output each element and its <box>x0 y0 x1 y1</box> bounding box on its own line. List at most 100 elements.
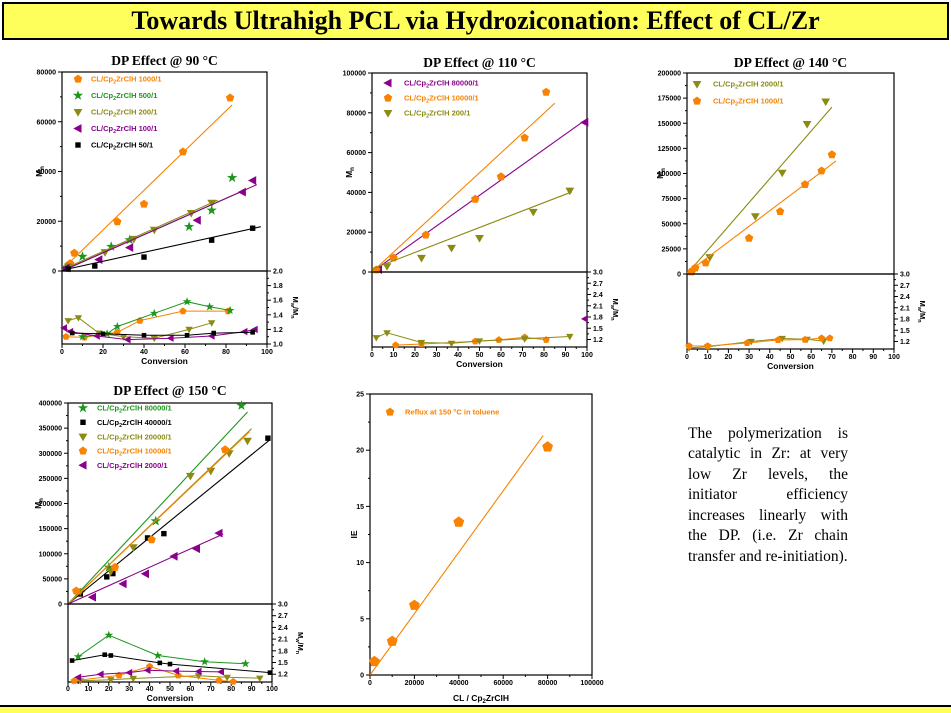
marker-star <box>149 308 159 318</box>
marker-tri-left <box>194 667 202 676</box>
chart-svg-dp110: 0 20000 40000 60000 80000 100000 DP Effect @ 1… <box>343 55 620 369</box>
marker-tri-left <box>250 325 258 334</box>
marker-square <box>69 330 75 336</box>
x-tick-label: 70 <box>828 354 836 361</box>
y2-axis-label: Mw/Mn <box>609 298 620 320</box>
marker-tri-down <box>520 336 529 343</box>
marker-tri-down <box>223 674 231 682</box>
y-tick-label: 150000 <box>658 121 681 128</box>
fit-line <box>61 184 257 272</box>
marker-star <box>236 400 247 410</box>
marker-tri-left <box>87 592 96 602</box>
fit-line <box>371 102 556 273</box>
marker-tri-left <box>580 315 588 323</box>
y-tick-label: 250000 <box>39 476 62 483</box>
y2-tick-label: 1.5 <box>593 326 603 333</box>
marker-tri-left <box>237 187 246 197</box>
y2-tick-label: 1.8 <box>593 315 603 322</box>
y-tick-label: 100000 <box>39 551 62 558</box>
y-tick-label: 200000 <box>39 501 62 508</box>
marker-star <box>106 241 117 251</box>
y-tick-label: 20 <box>356 448 364 455</box>
marker-pentagon <box>471 194 480 203</box>
marker-pentagon <box>70 248 79 257</box>
y-tick-label: 25000 <box>662 246 682 253</box>
y-tick-label: 60000 <box>37 119 57 126</box>
x-tick-label: 100 <box>581 352 593 359</box>
legend-label: CL/Cp2ZrClH 1000/1 <box>91 75 162 86</box>
y2-tick-label: 2.4 <box>900 294 910 301</box>
y-tick-label: 175000 <box>658 96 681 103</box>
chart-svg-ie: 0 5 10 15 20 25 IE Reflux at 150 °C in toluene 0… <box>349 392 604 706</box>
fit-line <box>686 106 833 275</box>
legend-label: CL/Cp2ZrClH 50/1 <box>91 141 153 152</box>
marker-tri-down <box>194 673 203 680</box>
marker-star <box>103 561 114 572</box>
pdi-series <box>372 330 574 348</box>
y-tick-label: 75000 <box>662 196 682 203</box>
y-tick-label: 0 <box>362 270 366 277</box>
y-tick-label: 100000 <box>658 171 681 178</box>
x-tick-label: 80 <box>540 352 548 359</box>
x-tick-label: 40 <box>454 352 462 359</box>
marker-tri-down <box>207 320 216 327</box>
marker-pentagon <box>827 150 837 159</box>
x-tick-label: 60 <box>181 349 189 356</box>
x-tick-label: 10 <box>390 352 398 359</box>
series-cl-cp-2zrclh-80000-1 <box>67 400 248 605</box>
legend-label: CL/Cp2ZrClH 10000/1 <box>404 94 479 105</box>
marker-pentagon <box>421 230 430 239</box>
y-tick-label: 40000 <box>37 169 57 176</box>
chart-ie: 0 5 10 15 20 25 IE Reflux at 150 °C in toluene 0… <box>345 383 647 713</box>
x-axis-label: Conversion <box>141 356 188 366</box>
chart-dp90: 0 20000 40000 60000 80000 DP Effect @ 90 °C Mn… <box>30 48 330 378</box>
marker-pentagon <box>383 93 393 102</box>
marker-pentagon <box>372 265 381 274</box>
chart-svg-dp140: 0 25000 50000 75000 100000 125000 150000 175000… <box>655 55 927 371</box>
marker-pentagon <box>800 180 810 188</box>
x-tick-label: 90 <box>248 686 256 693</box>
pdi-series <box>74 666 224 682</box>
y-tick-label: 350000 <box>39 426 62 433</box>
y-tick-label: 80000 <box>37 70 57 77</box>
pdi-frame <box>686 273 895 350</box>
y2-tick-label: 3.0 <box>593 270 603 277</box>
marker-tri-left <box>166 334 174 342</box>
x-tick-label: 80 <box>849 354 857 361</box>
series-cl-cp-2zrclh-500-1 <box>61 172 247 272</box>
x-tick-label: 10 <box>85 686 93 693</box>
marker-tri-left <box>217 668 224 676</box>
x-tick-label: 70 <box>519 352 527 359</box>
marker-tri-left <box>248 176 257 185</box>
marker-tri-left <box>73 124 82 133</box>
marker-pentagon <box>385 407 395 416</box>
y-tick-label: 15 <box>356 504 364 511</box>
y-tick-label: 60000 <box>347 150 367 157</box>
marker-star <box>102 329 112 338</box>
legend-label: CL/Cp2ZrClH 500/1 <box>91 91 157 102</box>
marker-square <box>265 435 271 441</box>
marker-tri-down <box>417 254 426 263</box>
y-tick-label: 200000 <box>658 71 681 78</box>
marker-tri-down <box>73 109 83 117</box>
marker-tri-down <box>566 333 574 341</box>
marker-tri-down <box>207 199 217 208</box>
marker-tri-left <box>172 667 180 675</box>
x-tick-label: 0 <box>685 354 689 361</box>
marker-tri-down <box>119 334 128 341</box>
marker-star <box>77 402 89 413</box>
y2-tick-label: 1.2 <box>593 337 603 344</box>
fit-line <box>686 160 837 274</box>
fit-line <box>61 226 261 271</box>
legend-label: CL/Cp2ZrClH 80000/1 <box>404 79 479 90</box>
x-tick-label: 80000 <box>538 680 558 687</box>
marker-pentagon <box>110 562 120 571</box>
series-cl-cp-2zrclh-80000-1 <box>371 118 589 274</box>
marker-tri-down <box>475 235 484 243</box>
marker-tri-down <box>528 208 538 217</box>
marker-square <box>211 330 216 336</box>
marker-square <box>104 574 110 580</box>
series-cl-cp-2zrclh-1000-1 <box>61 93 235 271</box>
marker-square <box>144 535 151 541</box>
